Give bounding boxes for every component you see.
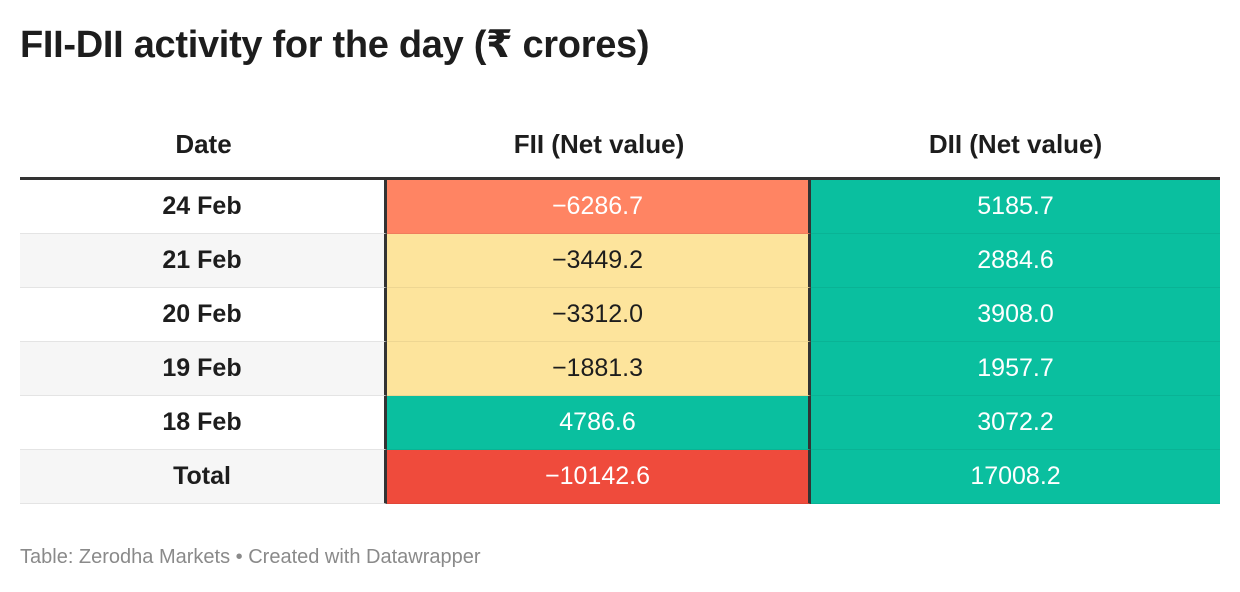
dii-value-cell: 17008.2	[811, 450, 1220, 504]
table-header: Date FII (Net value) DII (Net value)	[20, 112, 1220, 180]
date-cell: Total	[20, 450, 387, 504]
dii-value-cell: 1957.7	[811, 342, 1220, 396]
source-footer: Table: Zerodha Markets • Created with Da…	[20, 546, 481, 568]
date-cell: 24 Feb	[20, 180, 387, 234]
dii-value-cell: 3908.0	[811, 288, 1220, 342]
date-cell: 20 Feb	[20, 288, 387, 342]
table-row: 21 Feb −3449.2 2884.6	[20, 234, 1220, 288]
fii-value-cell: −6286.7	[387, 180, 811, 234]
column-header-date[interactable]: Date	[175, 129, 232, 159]
fii-value-cell: 4786.6	[387, 396, 811, 450]
column-header-fii[interactable]: FII (Net value)	[513, 129, 685, 159]
date-cell: 19 Feb	[20, 342, 387, 396]
table-row: Total −10142.6 17008.2	[20, 450, 1220, 504]
table-body: 24 Feb −6286.7 5185.7 21 Feb −3449.2 2884.6 20…	[20, 180, 1220, 504]
date-cell: 21 Feb	[20, 234, 387, 288]
fii-value-cell: −3312.0	[387, 288, 811, 342]
dii-value-cell: 2884.6	[811, 234, 1220, 288]
table-row: 18 Feb 4786.6 3072.2	[20, 396, 1220, 450]
fii-value-cell: −3449.2	[387, 234, 811, 288]
dii-value-cell: 3072.2	[811, 396, 1220, 450]
fii-value-cell: −1881.3	[387, 342, 811, 396]
chart-title: FII-DII activity for the day (₹ crores)	[20, 24, 650, 66]
data-table: Date FII (Net value) DII (Net value) 24 …	[20, 112, 1220, 504]
table-row: 24 Feb −6286.7 5185.7	[20, 180, 1220, 234]
date-cell: 18 Feb	[20, 396, 387, 450]
table-row: 19 Feb −1881.3 1957.7	[20, 342, 1220, 396]
dii-value-cell: 5185.7	[811, 180, 1220, 234]
table-row: 20 Feb −3312.0 3908.0	[20, 288, 1220, 342]
column-header-dii[interactable]: DII (Net value)	[928, 129, 1103, 159]
fii-value-cell: −10142.6	[387, 450, 811, 504]
